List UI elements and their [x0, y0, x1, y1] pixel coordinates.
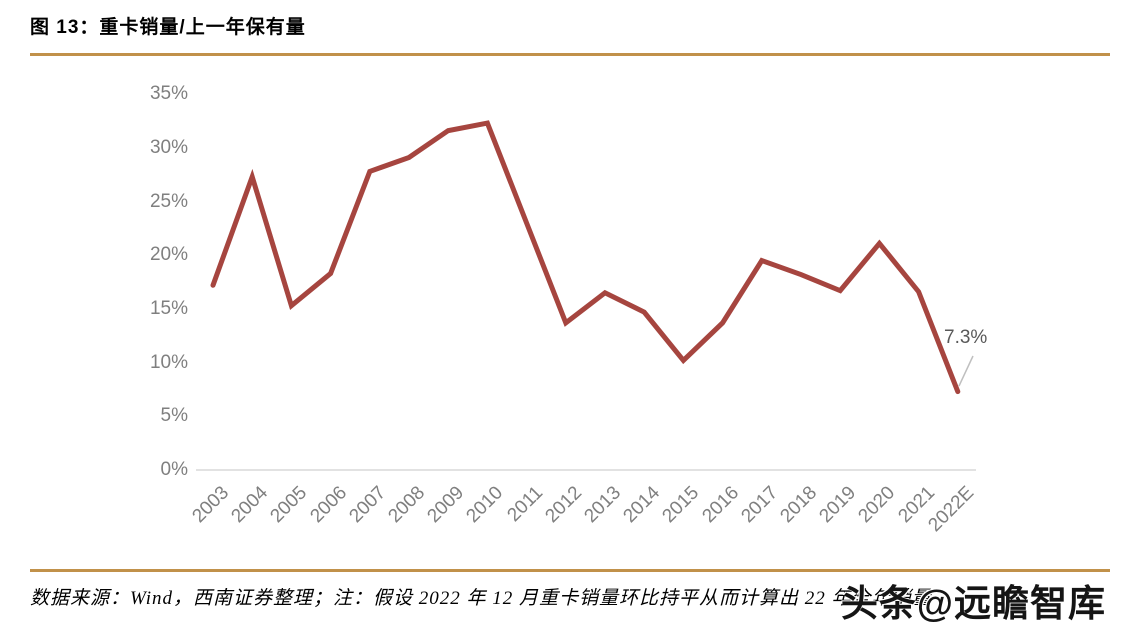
y-axis-tick-label: 20% [149, 244, 188, 266]
figure-title: 图 13：重卡销量/上一年保有量 [30, 17, 306, 38]
title-divider-line [30, 53, 1110, 56]
y-axis-tick-label: 0% [160, 459, 188, 480]
y-axis-tick-label: 15% [149, 297, 188, 319]
footer-divider-line [30, 569, 1110, 572]
y-axis-tick-label: 10% [149, 351, 188, 373]
data-series-line [210, 120, 961, 395]
annotation-leader-line [958, 355, 974, 387]
y-axis-tick-label: 5% [160, 405, 188, 427]
data-label-2022e: 7.3% [944, 327, 988, 348]
y-axis-tick-label: 30% [149, 136, 188, 158]
y-axis-tick-label: 35% [149, 83, 188, 105]
watermark: 头条@远瞻智库 [840, 583, 1106, 624]
y-axis-tick-label: 25% [149, 190, 188, 212]
source-note: 数据来源：Wind，西南证券整理；注：假设 2022 年 12 月重卡销量环比持… [30, 588, 932, 609]
